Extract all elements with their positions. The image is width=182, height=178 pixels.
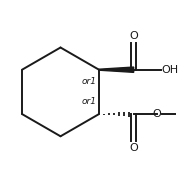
- Text: O: O: [129, 143, 138, 153]
- Text: O: O: [129, 31, 138, 41]
- Text: or1: or1: [82, 97, 97, 106]
- Polygon shape: [99, 67, 134, 72]
- Text: or1: or1: [82, 77, 97, 87]
- Text: OH: OH: [162, 65, 179, 75]
- Text: O: O: [153, 109, 161, 119]
